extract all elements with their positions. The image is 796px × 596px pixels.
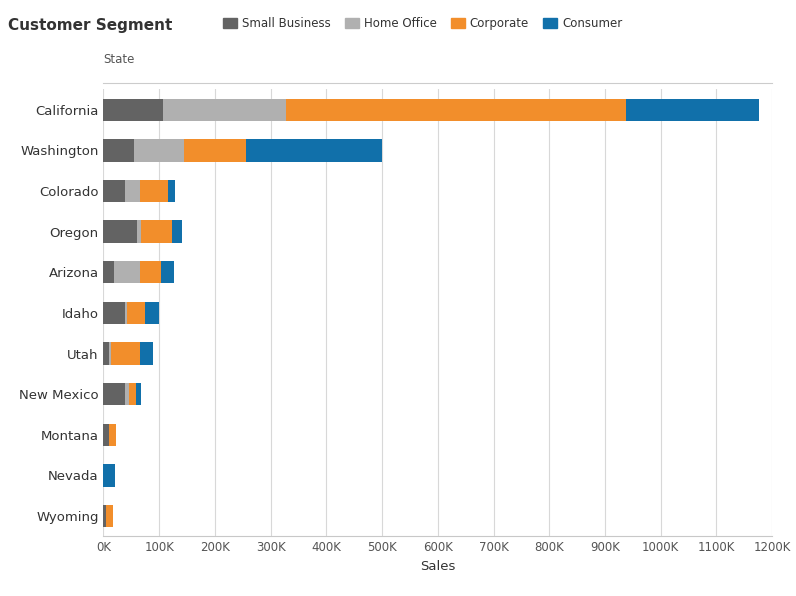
Legend: Small Business, Home Office, Corporate, Consumer: Small Business, Home Office, Corporate, …	[223, 17, 622, 30]
Bar	[103, 180, 125, 202]
Bar	[137, 221, 142, 243]
Bar	[103, 221, 137, 243]
Bar	[111, 342, 140, 365]
Bar	[103, 424, 109, 446]
Bar	[185, 139, 245, 162]
Bar	[109, 342, 111, 365]
Bar	[162, 261, 174, 284]
Bar	[103, 505, 106, 527]
Bar	[103, 302, 125, 324]
Bar	[145, 302, 158, 324]
Bar	[103, 139, 134, 162]
Bar	[172, 221, 182, 243]
Bar	[103, 261, 114, 284]
Bar	[103, 342, 109, 365]
Bar	[103, 98, 163, 121]
Bar	[286, 98, 626, 121]
Bar	[134, 139, 185, 162]
Bar	[103, 464, 115, 486]
Bar	[129, 383, 136, 405]
Text: State: State	[103, 52, 135, 66]
Bar	[103, 383, 125, 405]
Bar	[106, 505, 113, 527]
Bar	[127, 302, 145, 324]
Bar	[142, 221, 172, 243]
Bar	[140, 342, 153, 365]
Bar	[109, 424, 115, 446]
Bar	[125, 383, 129, 405]
Bar	[140, 180, 168, 202]
Bar	[626, 98, 759, 121]
Bar	[168, 180, 175, 202]
Bar	[245, 139, 382, 162]
Bar	[140, 261, 162, 284]
X-axis label: Sales: Sales	[420, 560, 455, 573]
Bar	[125, 302, 127, 324]
Bar	[114, 261, 140, 284]
Bar	[136, 383, 141, 405]
Text: Customer Segment: Customer Segment	[8, 18, 173, 33]
Bar	[163, 98, 286, 121]
Bar	[125, 180, 140, 202]
